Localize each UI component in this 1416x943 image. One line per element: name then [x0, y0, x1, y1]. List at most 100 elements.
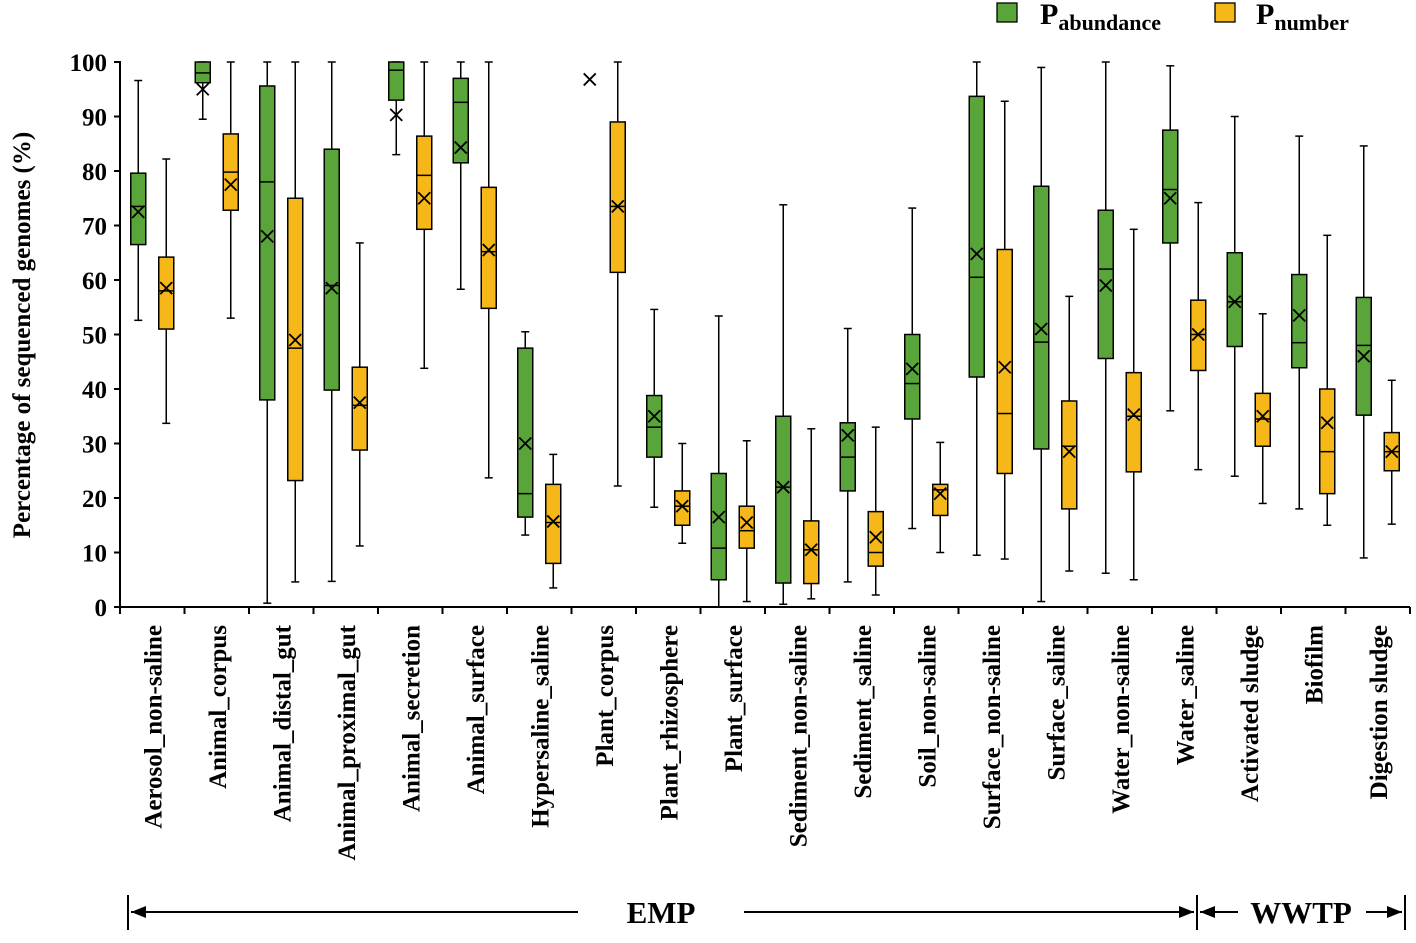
box-abundance	[1097, 61, 1114, 574]
box-abundance	[968, 61, 985, 556]
boxes	[130, 61, 1400, 608]
category-label: Plant_surface	[721, 625, 748, 772]
box-number	[416, 61, 433, 370]
mean-marker	[675, 499, 689, 513]
box-number	[867, 426, 884, 596]
category-label: Activated sludge	[1237, 625, 1264, 802]
iqr-box	[1162, 129, 1179, 244]
box-abundance	[775, 204, 792, 606]
mean-marker	[869, 530, 883, 544]
iqr-box	[775, 415, 792, 584]
iqr-box	[130, 172, 147, 246]
mean-marker	[933, 487, 947, 501]
mean-marker	[325, 281, 339, 295]
mean-marker	[353, 395, 367, 410]
box-abundance	[388, 61, 405, 156]
mean-marker	[1292, 308, 1306, 323]
box-abundance	[583, 72, 597, 87]
mean-marker	[740, 515, 754, 530]
y-tick-label: 90	[82, 105, 107, 132]
mean-marker	[518, 436, 532, 451]
legend-swatch-abundance	[996, 2, 1018, 23]
box-number	[996, 100, 1013, 560]
box-abundance	[130, 79, 147, 322]
mean-marker	[1034, 322, 1048, 336]
iqr-box	[416, 135, 433, 231]
category-label: Plant_corpus	[592, 625, 619, 767]
mean-marker	[131, 205, 145, 219]
iqr-box	[259, 85, 276, 401]
category-label: Animal_corpus	[205, 625, 232, 789]
y-tick-label: 40	[82, 377, 107, 404]
box-abundance	[323, 61, 340, 583]
group-label-wwtp: WWTP	[1250, 895, 1352, 930]
mean-marker	[905, 362, 919, 376]
y-tick-label: 20	[82, 486, 107, 513]
mean-marker	[546, 514, 560, 529]
box-number	[932, 441, 949, 554]
y-tick-label: 100	[70, 50, 108, 77]
iqr-box	[1033, 185, 1050, 450]
iqr-box	[803, 520, 820, 585]
iqr-box	[904, 333, 921, 420]
mean-marker	[1385, 445, 1399, 459]
iqr-box	[388, 61, 405, 101]
category-label: Surface_saline	[1043, 625, 1070, 781]
mean-marker	[841, 428, 855, 442]
category-label: Water_non-saline	[1108, 625, 1135, 814]
box-abundance	[839, 327, 856, 583]
mean-marker	[970, 247, 984, 261]
y-tick-label: 30	[82, 432, 107, 459]
legend: Pabundance Pnumber	[996, 0, 1349, 35]
mean-marker	[804, 543, 818, 557]
box-abundance	[259, 61, 276, 604]
iqr-box	[323, 148, 340, 391]
axes: 0 10 20 30 40 50 60 70 80 90 100	[70, 50, 1411, 622]
box-number	[1383, 379, 1400, 525]
iqr-box	[1319, 388, 1336, 495]
box-number	[609, 61, 626, 487]
box-abundance	[194, 61, 211, 120]
mean-marker	[583, 72, 597, 87]
mean-marker	[712, 510, 726, 524]
category-label: Water_saline	[1172, 625, 1199, 765]
mean-marker	[1062, 445, 1076, 459]
legend-label-abundance: Pabundance	[1040, 0, 1161, 35]
mean-marker	[196, 82, 210, 96]
box-abundance	[452, 61, 469, 291]
iqr-box	[158, 256, 175, 330]
iqr-box	[1291, 273, 1308, 369]
mean-marker	[482, 243, 496, 257]
mean-marker	[224, 177, 238, 192]
mean-marker	[1320, 416, 1334, 430]
iqr-box	[646, 394, 663, 458]
y-tick-label: 80	[82, 159, 107, 186]
iqr-box	[738, 505, 755, 549]
mean-marker	[776, 480, 790, 494]
box-abundance	[1226, 115, 1243, 477]
box-abundance	[517, 331, 534, 536]
category-label: Soil_non-saline	[914, 625, 941, 788]
legend-swatch-number	[1214, 2, 1236, 23]
mean-marker	[1228, 295, 1242, 309]
box-number	[1254, 313, 1271, 505]
category-label: Plant_rhizosphere	[656, 625, 683, 820]
category-label: Hypersaline_saline	[527, 625, 554, 828]
y-axis-title: Percentage of sequenced genomes (%)	[9, 132, 36, 538]
mean-marker	[417, 191, 431, 205]
box-number	[1061, 295, 1078, 572]
box-number	[674, 442, 691, 544]
iqr-box	[968, 95, 985, 378]
iqr-box	[1226, 252, 1243, 348]
mean-marker	[1099, 278, 1113, 293]
iqr-box	[710, 472, 727, 581]
iqr-box	[609, 121, 626, 274]
mean-marker	[1256, 409, 1270, 423]
mean-marker	[998, 360, 1012, 374]
mean-marker	[389, 108, 403, 122]
mean-marker	[647, 409, 661, 423]
iqr-box	[517, 347, 534, 518]
iqr-box	[932, 483, 949, 517]
box-abundance	[1355, 145, 1372, 559]
